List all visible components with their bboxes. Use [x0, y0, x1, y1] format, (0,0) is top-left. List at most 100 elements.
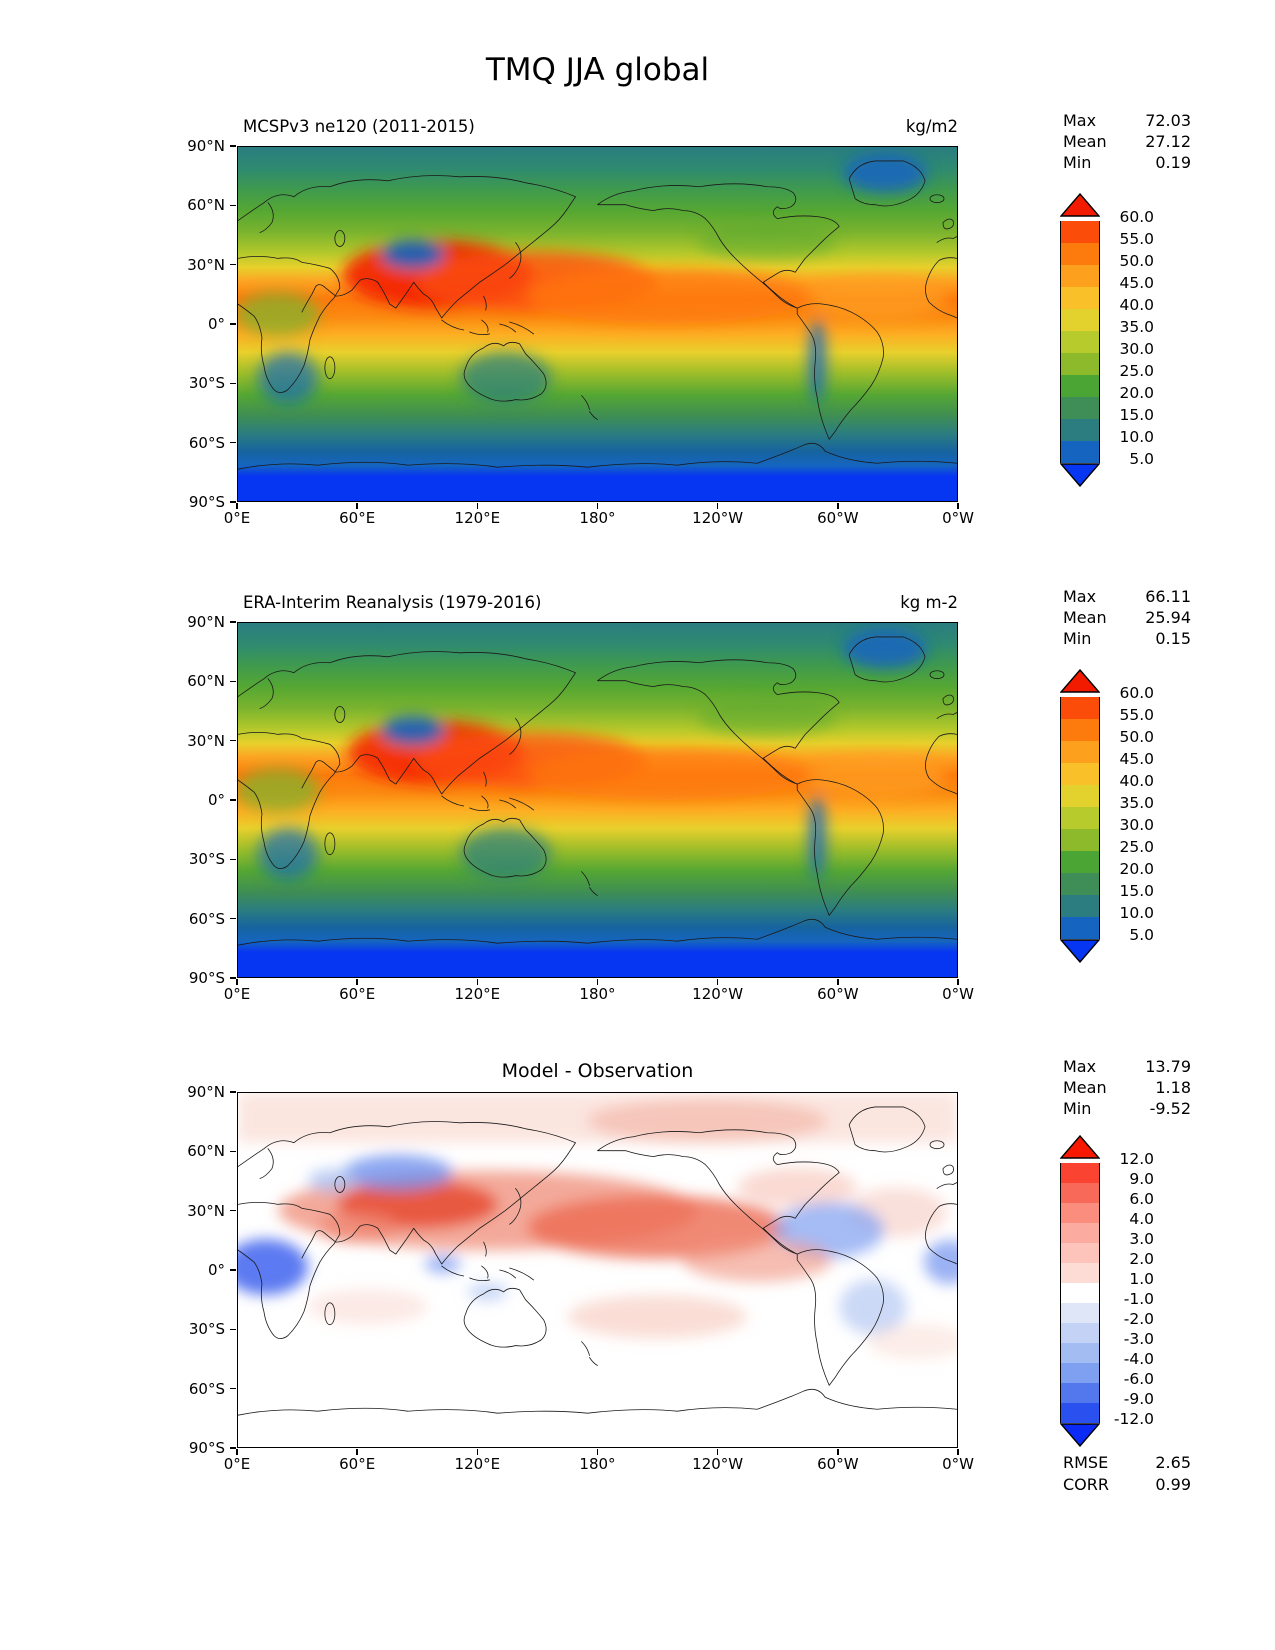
stat-value: 0.15	[1155, 629, 1191, 648]
colorbar-segment	[1061, 1163, 1099, 1183]
lat-tick-label: 60°N	[187, 196, 225, 215]
lon-tick-mark	[596, 503, 599, 509]
lat-tick-label: 30°N	[187, 1201, 225, 1220]
stat-label: Mean	[1063, 1078, 1107, 1097]
lat-tick-label: 90°N	[187, 1083, 225, 1101]
lat-tick-label: 90°S	[188, 1439, 225, 1457]
colorbar-segment	[1061, 353, 1099, 375]
map-difference	[237, 1092, 958, 1448]
colorbar-tick-label: 40.0	[1119, 772, 1154, 790]
lat-tick-label: 0°	[207, 1261, 225, 1279]
colorbar-segment	[1061, 719, 1099, 741]
lon-tick-mark	[596, 979, 599, 985]
panel-model-title: MCSPv3 ne120 (2011-2015)	[243, 117, 475, 136]
stat-label: Max	[1063, 111, 1097, 130]
lon-tick-label: 0°E	[223, 509, 251, 527]
colorbar-tick-label: 60.0	[1119, 208, 1154, 226]
colorbar-segment	[1061, 1203, 1099, 1223]
lat-tick-mark	[230, 1328, 236, 1331]
lon-tick-mark	[957, 1449, 959, 1455]
stat-row: Min 0.15	[1063, 628, 1191, 649]
colorbar-tick-label: 50.0	[1119, 728, 1154, 746]
lat-tick-label: 30°S	[188, 374, 225, 393]
colorbar-segment	[1061, 419, 1099, 441]
lon-tick-label: 60°E	[339, 509, 376, 527]
panel-model-units: kg/m2	[905, 117, 958, 136]
colorbar-tick-label: 25.0	[1119, 362, 1154, 380]
lat-tick-mark	[230, 145, 236, 147]
stat-label: Max	[1063, 1057, 1097, 1076]
stat-value: 1.18	[1155, 1078, 1191, 1097]
stat-value: 13.79	[1145, 1057, 1191, 1076]
colorbar-tick-label: -6.0	[1123, 1370, 1154, 1388]
colorbar-segment	[1061, 1263, 1099, 1283]
lat-tick-label: 60°N	[187, 672, 225, 691]
colorbar-segment	[1061, 287, 1099, 309]
panel-observation-units: kg m-2	[900, 593, 958, 612]
stat-value: 27.12	[1145, 132, 1191, 151]
colorbar-bar	[1060, 1163, 1100, 1423]
panel-model: MCSPv3 ne120 (2011-2015) kg/m2	[187, 117, 974, 527]
panel-observation: ERA-Interim Reanalysis (1979-2016) kg m-…	[187, 593, 974, 1003]
lat-tick-mark	[230, 263, 236, 266]
metric-row: CORR 0.99	[1063, 1474, 1191, 1496]
colorbar-tick-label: 15.0	[1119, 406, 1154, 424]
colorbar-tick-label: 12.0	[1119, 1150, 1154, 1168]
lon-tick-label: 60°W	[817, 1455, 859, 1473]
lon-tick-label: 60°E	[339, 985, 376, 1003]
colorbar-segment	[1061, 1323, 1099, 1343]
lat-tick-label: 90°N	[187, 613, 225, 631]
lon-tick-mark	[356, 1449, 358, 1455]
lon-tick-mark	[236, 503, 238, 509]
lon-tick-mark	[356, 979, 358, 985]
panel-model-stats: Max 72.03 Mean 27.12 Min 0.19	[1063, 110, 1191, 173]
colorbar-segment	[1061, 221, 1099, 243]
colorbar-segment	[1061, 895, 1099, 917]
stat-row: Min 0.19	[1063, 152, 1191, 173]
colorbar-tick-label: 35.0	[1119, 318, 1154, 336]
figure-title: TMQ JJA global	[485, 52, 710, 88]
colorbar-over-arrow	[1059, 192, 1101, 217]
colorbar-tick-label: -1.0	[1123, 1290, 1154, 1308]
colorbar-under-arrow	[1059, 463, 1101, 488]
lon-tick-label: 60°W	[817, 985, 859, 1003]
colorbar-tick-label: 5.0	[1129, 926, 1154, 944]
stat-row: Max 66.11	[1063, 586, 1191, 607]
panel-difference-stats: Max 13.79 Mean 1.18 Min -9.52	[1063, 1056, 1191, 1119]
lat-tick-label: 30°S	[188, 1320, 225, 1339]
lon-tick-label: 120°E	[454, 985, 501, 1003]
colorbar-segment	[1061, 917, 1099, 939]
colorbar-tick-label: 9.0	[1129, 1170, 1154, 1188]
lon-tick-mark	[236, 1449, 238, 1455]
map-model	[237, 146, 958, 502]
colorbar-segment	[1061, 807, 1099, 829]
lon-tick-label: 120°W	[692, 985, 744, 1003]
lat-tick-mark	[230, 858, 236, 861]
colorbar-observation: 60.0 55.0 50.0 45.0 40.0 35.0 30.0 25.0 20.0 15.0…	[1059, 668, 1154, 967]
lat-tick-mark	[230, 1387, 236, 1390]
colorbar-tick-label: 2.0	[1129, 1250, 1154, 1268]
stat-value: 0.19	[1155, 153, 1191, 172]
colorbar-segment	[1061, 741, 1099, 763]
stat-label: Min	[1063, 1099, 1092, 1118]
colorbar-tick-label: 10.0	[1119, 428, 1154, 446]
colorbar-tick-label: 35.0	[1119, 794, 1154, 812]
lat-tick-label: 0°	[207, 791, 225, 809]
colorbar-segment	[1061, 243, 1099, 265]
colorbar-tick-label: 45.0	[1119, 274, 1154, 292]
colorbar-segment	[1061, 1403, 1099, 1423]
stat-label: Max	[1063, 587, 1097, 606]
colorbar-segment	[1061, 1243, 1099, 1263]
colorbar-tick-label: 1.0	[1129, 1270, 1154, 1288]
lon-tick-mark	[957, 979, 959, 985]
colorbar-tick-label: 20.0	[1119, 860, 1154, 878]
lat-tick-label: 60°S	[188, 909, 225, 928]
lon-tick-label: 0°W	[942, 1455, 974, 1473]
colorbar-segment	[1061, 851, 1099, 873]
colorbar-segment	[1061, 1303, 1099, 1323]
lat-tick-label: 60°S	[188, 433, 225, 452]
colorbar-segment	[1061, 763, 1099, 785]
colorbar-tick-label: 5.0	[1129, 450, 1154, 468]
colorbar-difference: 12.0 9.0 6.0 4.0 3.0 2.0 1.0 -1.0 -2.0 -3.0 -4.0 -6…	[1059, 1134, 1154, 1451]
colorbar-segment	[1061, 1223, 1099, 1243]
